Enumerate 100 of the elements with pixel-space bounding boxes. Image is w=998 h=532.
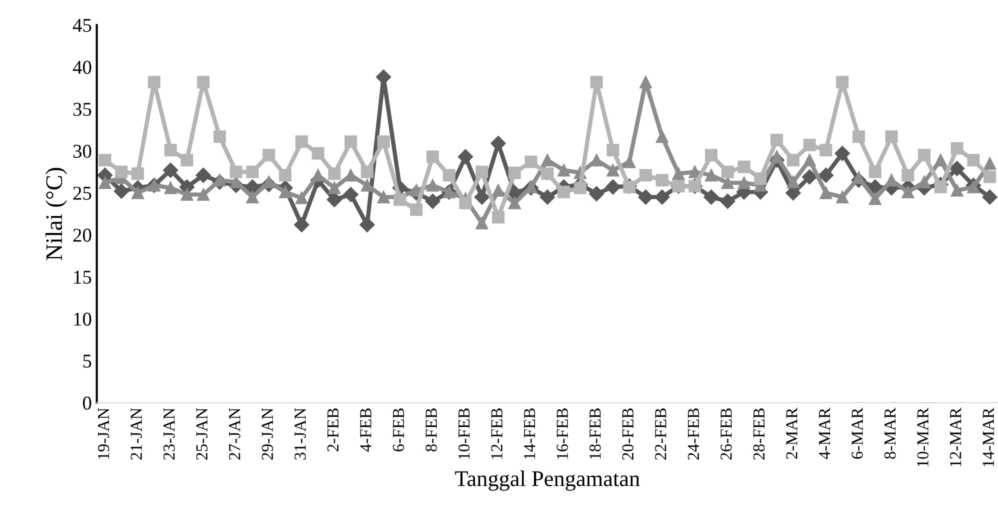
- point: [98, 154, 112, 166]
- point: [490, 136, 506, 151]
- point: [164, 144, 177, 156]
- y-tick-label: 20: [73, 228, 92, 242]
- point: [705, 148, 718, 162]
- point: [982, 190, 998, 205]
- y-tick-label: 10: [74, 312, 92, 326]
- point: [196, 168, 211, 183]
- point: [638, 190, 654, 205]
- point: [360, 217, 375, 232]
- x-tick-label: 20-FEB: [622, 408, 634, 460]
- point: [508, 196, 521, 210]
- point: [738, 176, 750, 190]
- point: [770, 150, 784, 164]
- x-tick-label: 10-MAR: [917, 408, 928, 466]
- point: [836, 76, 849, 88]
- x-axis-title: Tanggal Pengamatan: [455, 470, 640, 491]
- point: [425, 194, 440, 209]
- point: [656, 174, 668, 187]
- point: [312, 147, 324, 160]
- point: [786, 176, 800, 188]
- x-tick-label: 29-JAN: [262, 408, 274, 460]
- y-tick-label: 40: [72, 60, 92, 74]
- y-tick-label: 0: [82, 396, 92, 410]
- point: [654, 190, 670, 205]
- x-tick-label: 24-FEB: [688, 408, 699, 460]
- point: [115, 166, 128, 178]
- x-tick-label: 2-FEB: [327, 408, 338, 452]
- point: [656, 130, 668, 143]
- point: [246, 166, 259, 178]
- point: [868, 192, 882, 206]
- x-tick-label: 31-JAN: [294, 408, 306, 460]
- point: [934, 154, 947, 166]
- point: [458, 149, 474, 164]
- point: [98, 176, 112, 190]
- point: [639, 76, 652, 88]
- point: [343, 186, 358, 202]
- point: [786, 154, 800, 166]
- point: [885, 130, 898, 143]
- point: [967, 180, 980, 194]
- point: [180, 154, 194, 166]
- point: [394, 193, 406, 206]
- point: [704, 190, 719, 205]
- point: [588, 186, 604, 202]
- point: [639, 169, 652, 182]
- x-tick-label: 4-FEB: [360, 408, 372, 452]
- x-tick-label: 4-MAR: [818, 408, 830, 460]
- point: [492, 184, 504, 197]
- y-axis-title: Nilai (°C): [46, 168, 67, 260]
- y-tick-label: 5: [83, 354, 92, 368]
- point: [770, 134, 784, 146]
- point: [705, 169, 718, 182]
- y-tick-label: 25: [73, 186, 92, 200]
- point: [738, 160, 750, 174]
- point: [984, 157, 996, 170]
- point: [558, 164, 570, 176]
- point: [558, 186, 570, 198]
- point: [868, 166, 882, 178]
- point: [180, 188, 194, 201]
- point: [606, 144, 620, 156]
- point: [623, 180, 636, 194]
- point: [328, 167, 341, 180]
- x-tick-label: 23-JAN: [164, 408, 175, 460]
- point: [918, 148, 931, 162]
- x-tick-label: 8-FEB: [426, 408, 437, 452]
- point: [984, 170, 996, 184]
- point: [164, 182, 177, 194]
- point: [377, 135, 390, 148]
- point: [230, 166, 242, 178]
- point: [524, 156, 538, 168]
- y-tick-label: 35: [73, 102, 92, 116]
- point: [590, 76, 603, 88]
- point: [278, 186, 292, 198]
- point: [574, 182, 586, 194]
- x-tick-label: 25-JAN: [196, 408, 208, 460]
- point: [605, 179, 621, 195]
- point: [918, 176, 931, 188]
- point: [492, 210, 504, 224]
- point: [802, 169, 818, 184]
- point: [410, 203, 423, 216]
- x-tick-label: 8-MAR: [884, 408, 896, 459]
- point: [328, 182, 341, 194]
- point: [294, 217, 310, 232]
- point: [278, 169, 292, 182]
- y-tick-label: 45: [72, 18, 92, 32]
- point: [541, 167, 554, 180]
- point: [326, 192, 342, 208]
- point: [803, 154, 816, 166]
- point: [426, 150, 439, 164]
- point: [721, 166, 734, 178]
- point: [344, 135, 358, 148]
- point: [754, 172, 767, 185]
- x-tick-label: 14-FEB: [524, 408, 536, 459]
- point: [820, 144, 832, 156]
- point: [721, 176, 734, 190]
- x-tick-label: 6-MAR: [852, 408, 863, 459]
- point: [132, 167, 144, 180]
- x-tick-label: 21-JAN: [130, 408, 142, 460]
- point: [852, 172, 865, 184]
- point: [590, 154, 603, 166]
